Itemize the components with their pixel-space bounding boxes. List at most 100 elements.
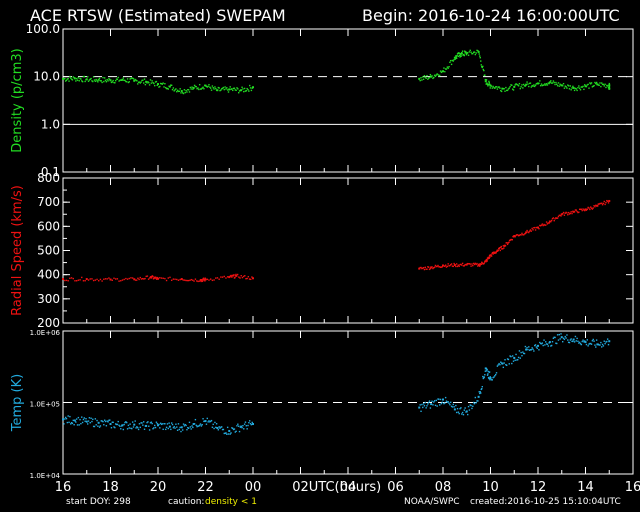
speed-panel-point: [81, 276, 83, 279]
temp-panel-point: [231, 427, 233, 429]
speed-panel-point: [447, 263, 449, 265]
density-panel-point: [133, 79, 136, 82]
speed-panel-point: [583, 209, 585, 211]
density-panel-point: [597, 84, 600, 86]
density-panel-point: [427, 77, 430, 79]
temp-panel-point: [136, 426, 138, 428]
density-panel-point: [120, 79, 122, 81]
density-panel-point: [505, 86, 507, 89]
density-panel-point: [215, 87, 217, 90]
temp-panel-point: [418, 406, 421, 409]
speed-panel-point: [235, 273, 237, 276]
density-panel-point: [450, 63, 453, 66]
density-panel-point: [180, 92, 182, 94]
density-panel-point: [588, 87, 590, 89]
temp-panel-point: [557, 339, 560, 341]
density-panel-point: [170, 84, 172, 86]
temp-panel-point: [125, 421, 127, 423]
speed-panel-point: [192, 279, 194, 281]
speed-panel-point: [493, 252, 495, 254]
temp-panel-point: [243, 428, 245, 430]
temp-panel-point: [116, 423, 119, 426]
temp-panel-point: [577, 340, 579, 342]
speed-panel-point: [560, 213, 563, 216]
speed-panel-point: [605, 201, 607, 204]
temp-panel-point: [245, 425, 248, 427]
temp-panel-point: [128, 427, 130, 429]
temp-panel-point: [139, 426, 141, 429]
density-panel-point: [106, 78, 108, 81]
speed-panel-point: [551, 217, 554, 220]
speed-panel-point: [472, 262, 475, 265]
temp-panel-point: [90, 417, 92, 419]
temp-panel-point: [479, 392, 481, 395]
speed-panel-point: [439, 266, 442, 268]
speed-panel-point: [606, 200, 609, 202]
density-panel-point: [508, 87, 510, 89]
density-panel-point: [589, 83, 592, 85]
density-panel-point: [494, 86, 497, 88]
temp-panel-point: [553, 336, 555, 339]
density-panel-point: [79, 77, 81, 80]
speed-panel-point: [542, 224, 544, 227]
density-panel-point: [469, 49, 471, 52]
temp-panel-point: [427, 403, 429, 405]
speed-panel-point: [582, 208, 584, 210]
density-panel-point: [177, 90, 180, 93]
speed-panel-point: [238, 276, 240, 278]
density-panel-point: [129, 78, 131, 80]
temp-panel-point: [221, 428, 224, 431]
density-panel-point: [242, 88, 244, 90]
speed-panel-point: [558, 214, 561, 217]
temp-panel-point: [476, 400, 478, 402]
density-panel-point: [600, 85, 602, 88]
temp-panel-point: [432, 404, 434, 406]
density-panel-point: [64, 80, 67, 82]
temp-panel-point: [472, 405, 474, 407]
temp-panel-point: [442, 398, 444, 401]
speed-panel-point: [439, 266, 441, 268]
speed-panel-point: [147, 278, 150, 280]
speed-panel-point: [484, 260, 487, 263]
temp-panel-point: [485, 370, 487, 372]
speed-panel-point: [241, 276, 244, 279]
temp-panel-point: [129, 423, 131, 425]
density-panel-point: [475, 52, 477, 54]
speed-panel-point: [449, 264, 451, 267]
temp-panel-point: [62, 418, 64, 421]
speed-panel-point: [578, 211, 580, 213]
density-panel-point: [424, 76, 426, 78]
density-panel-ytick-label: 10.0: [33, 70, 60, 84]
density-panel-point: [605, 86, 607, 89]
density-panel-point: [461, 50, 464, 52]
density-panel-point: [574, 87, 577, 90]
temp-panel-point: [519, 357, 521, 359]
temp-panel-point: [596, 343, 599, 346]
temp-panel-point: [161, 423, 164, 425]
speed-panel-point: [562, 211, 565, 214]
temp-panel-point: [500, 361, 502, 363]
density-panel-point: [75, 77, 78, 80]
temp-panel-point: [160, 423, 163, 426]
speed-panel-point: [215, 277, 217, 279]
speed-panel-point: [568, 213, 571, 215]
temp-panel-point: [548, 341, 551, 344]
speed-panel-point: [571, 212, 573, 215]
temp-panel-point: [234, 431, 236, 433]
temp-panel-point: [488, 377, 490, 380]
temp-panel-point: [230, 432, 232, 434]
density-panel-series: [62, 49, 611, 95]
temp-panel-point: [153, 427, 155, 429]
density-panel-point: [601, 82, 603, 84]
temp-panel-point: [176, 429, 179, 431]
density-panel-point: [573, 89, 576, 92]
density-panel-point: [569, 85, 572, 87]
temp-panel-point: [229, 433, 231, 435]
temp-panel-point: [508, 363, 510, 365]
temp-panel-point: [606, 340, 608, 343]
density-panel-point: [606, 85, 609, 87]
temp-panel-point: [85, 418, 87, 420]
speed-panel-point: [236, 273, 239, 276]
density-panel-point: [181, 92, 184, 94]
temp-panel-point: [587, 345, 589, 347]
